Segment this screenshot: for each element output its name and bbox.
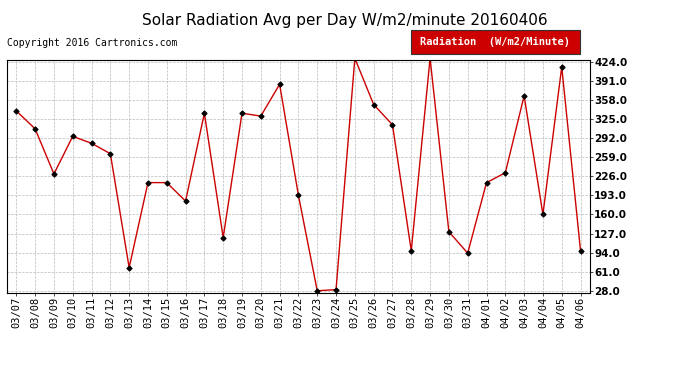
Point <box>124 265 135 271</box>
Point <box>142 180 153 186</box>
Point <box>180 198 191 204</box>
Point <box>312 288 323 294</box>
Point <box>48 171 59 177</box>
Point <box>387 122 398 128</box>
Point <box>462 250 473 256</box>
Text: Solar Radiation Avg per Day W/m2/minute 20160406: Solar Radiation Avg per Day W/m2/minute … <box>142 13 548 28</box>
Point <box>406 248 417 254</box>
Point <box>556 64 567 70</box>
Point <box>349 55 360 61</box>
Point <box>444 229 455 235</box>
Point <box>368 102 380 108</box>
Point <box>481 180 492 186</box>
Point <box>575 248 586 254</box>
Point <box>30 126 41 132</box>
Point <box>86 140 97 146</box>
Point <box>424 55 435 61</box>
Point <box>293 192 304 198</box>
Text: Radiation  (W/m2/Minute): Radiation (W/m2/Minute) <box>420 37 570 47</box>
Point <box>217 234 228 240</box>
Point <box>519 93 530 99</box>
Point <box>255 113 266 119</box>
Point <box>500 170 511 176</box>
Point <box>237 110 248 116</box>
Point <box>105 151 116 157</box>
Point <box>331 286 342 292</box>
Point <box>199 110 210 116</box>
Text: Copyright 2016 Cartronics.com: Copyright 2016 Cartronics.com <box>7 38 177 48</box>
Point <box>538 211 549 217</box>
Point <box>11 108 22 114</box>
Point <box>67 134 78 140</box>
Point <box>161 180 172 186</box>
Point <box>274 81 285 87</box>
